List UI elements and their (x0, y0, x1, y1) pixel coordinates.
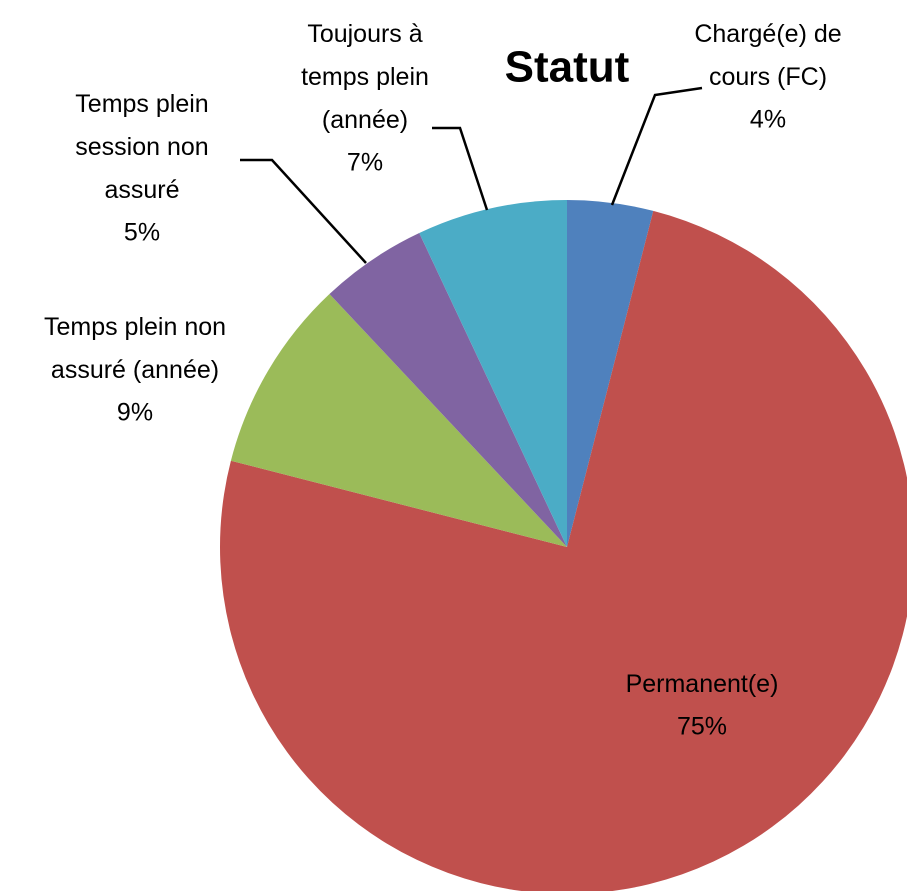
label-line: (année) (322, 106, 408, 134)
value-label: 4% (750, 106, 786, 134)
leader-line (240, 158, 367, 264)
label-line: session non (75, 133, 208, 161)
label-line: cours (FC) (709, 63, 827, 91)
chart-title: Statut (505, 43, 630, 92)
pie-slice (567, 200, 654, 547)
label-line: assuré (104, 176, 179, 204)
pie-slice (220, 210, 907, 891)
leader-line (432, 126, 489, 211)
value-label: 9% (117, 399, 153, 427)
label-line: Temps plein non (44, 313, 226, 341)
pie-slice (230, 294, 567, 547)
category-label: Toujours à temps plein (année) (301, 20, 429, 134)
label-line: Temps plein (75, 90, 208, 118)
leader-line (610, 86, 703, 206)
value-label: 75% (677, 713, 727, 741)
pie-slice (419, 200, 567, 547)
label-line: Permanent(e) (626, 670, 779, 698)
value-label: 7% (347, 149, 383, 177)
category-label: Chargé(e) de cours (FC) (694, 20, 841, 91)
label-line: Chargé(e) de (694, 20, 841, 48)
value-label: 5% (124, 219, 160, 247)
label-line: temps plein (301, 63, 429, 91)
pie (220, 200, 907, 891)
category-label: Temps plein session non assuré (75, 90, 208, 204)
pie-slice (329, 233, 567, 547)
category-label: Permanent(e) (626, 670, 779, 698)
label-line: Toujours à (307, 20, 422, 48)
label-line: assuré (année) (51, 356, 219, 384)
category-label: Temps plein non assuré (année) (44, 313, 226, 384)
